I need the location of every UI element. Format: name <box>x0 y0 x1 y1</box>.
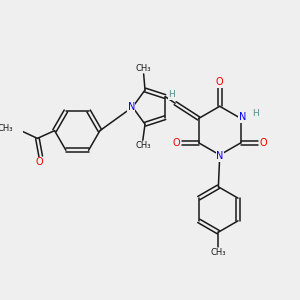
Text: O: O <box>259 138 267 148</box>
Text: O: O <box>35 158 43 167</box>
Text: N: N <box>238 112 246 122</box>
Text: H: H <box>252 109 259 118</box>
Text: N: N <box>128 102 135 112</box>
Text: O: O <box>216 77 224 88</box>
Text: O: O <box>173 138 180 148</box>
Text: H: H <box>169 90 175 99</box>
Text: N: N <box>216 151 224 161</box>
Text: CH₃: CH₃ <box>0 124 13 133</box>
Text: CH₃: CH₃ <box>135 141 151 150</box>
Text: CH₃: CH₃ <box>136 64 152 73</box>
Text: CH₃: CH₃ <box>211 248 226 257</box>
